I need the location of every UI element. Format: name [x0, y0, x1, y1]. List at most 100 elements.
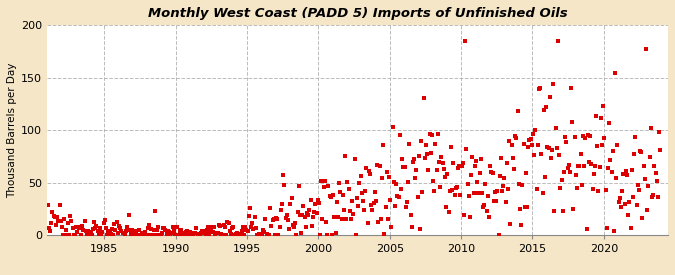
Point — [98, 221, 109, 226]
Point — [68, 233, 79, 238]
Point — [261, 232, 272, 236]
Point — [136, 232, 147, 236]
Point — [333, 180, 344, 185]
Point — [653, 130, 664, 134]
Point — [90, 226, 101, 230]
Point — [377, 176, 387, 180]
Point — [221, 233, 232, 238]
Point — [500, 199, 511, 204]
Point — [498, 184, 509, 188]
Point — [464, 215, 475, 219]
Point — [327, 233, 338, 238]
Point — [495, 156, 506, 160]
Point — [554, 152, 564, 157]
Point — [283, 217, 294, 222]
Point — [260, 217, 271, 221]
Point — [77, 224, 88, 228]
Point — [255, 233, 266, 238]
Point — [152, 228, 163, 232]
Point — [419, 156, 430, 161]
Point — [113, 223, 124, 228]
Point — [381, 170, 392, 174]
Point — [373, 220, 384, 225]
Point — [371, 199, 381, 203]
Point — [548, 82, 559, 86]
Point — [294, 212, 305, 217]
Point — [278, 173, 289, 177]
Point — [300, 225, 311, 229]
Point — [129, 229, 140, 233]
Point — [274, 224, 285, 229]
Point — [556, 178, 567, 182]
Point — [252, 233, 263, 238]
Point — [651, 179, 662, 183]
Point — [103, 229, 114, 233]
Point — [71, 225, 82, 229]
Point — [196, 231, 207, 235]
Title: Monthly West Coast (PADD 5) Imports of Unfinished Oils: Monthly West Coast (PADD 5) Imports of U… — [148, 7, 568, 20]
Point — [203, 225, 214, 229]
Point — [76, 233, 86, 238]
Point — [636, 150, 647, 155]
Point — [622, 173, 632, 177]
Point — [296, 231, 306, 235]
Point — [147, 233, 158, 238]
Point — [467, 155, 478, 160]
Point — [109, 221, 119, 226]
Point — [72, 230, 83, 235]
Point — [349, 156, 360, 161]
Point — [188, 231, 199, 235]
Point — [581, 227, 592, 231]
Point — [192, 232, 203, 236]
Point — [306, 224, 317, 228]
Point — [79, 219, 90, 224]
Point — [592, 144, 603, 148]
Point — [369, 201, 379, 205]
Point — [400, 205, 411, 209]
Point — [464, 193, 475, 198]
Point — [394, 195, 404, 200]
Point — [411, 168, 422, 173]
Point — [311, 211, 322, 215]
Point — [160, 228, 171, 232]
Point — [416, 139, 427, 143]
Point — [417, 190, 428, 194]
Point — [460, 39, 470, 43]
Point — [429, 188, 439, 193]
Point — [564, 163, 574, 168]
Point — [249, 215, 260, 219]
Point — [158, 226, 169, 230]
Point — [528, 131, 539, 136]
Point — [523, 145, 534, 150]
Point — [108, 233, 119, 238]
Point — [74, 225, 85, 230]
Point — [256, 231, 267, 236]
Point — [516, 223, 526, 227]
Point — [344, 209, 355, 213]
Point — [458, 213, 469, 218]
Point — [606, 170, 617, 174]
Point — [127, 228, 138, 232]
Point — [510, 134, 520, 139]
Point — [328, 193, 339, 198]
Point — [258, 228, 269, 233]
Point — [236, 229, 247, 234]
Y-axis label: Thousand Barrels per Day: Thousand Barrels per Day — [7, 63, 17, 198]
Point — [408, 157, 419, 161]
Point — [649, 164, 659, 169]
Point — [174, 229, 185, 233]
Point — [626, 167, 637, 172]
Point — [593, 189, 604, 193]
Point — [642, 208, 653, 212]
Point — [611, 176, 622, 180]
Point — [355, 174, 366, 178]
Point — [179, 233, 190, 238]
Point — [414, 227, 425, 232]
Point — [389, 204, 400, 208]
Point — [154, 233, 165, 238]
Point — [583, 133, 593, 137]
Point — [427, 133, 437, 137]
Point — [277, 202, 288, 207]
Point — [356, 191, 367, 195]
Point — [631, 203, 642, 207]
